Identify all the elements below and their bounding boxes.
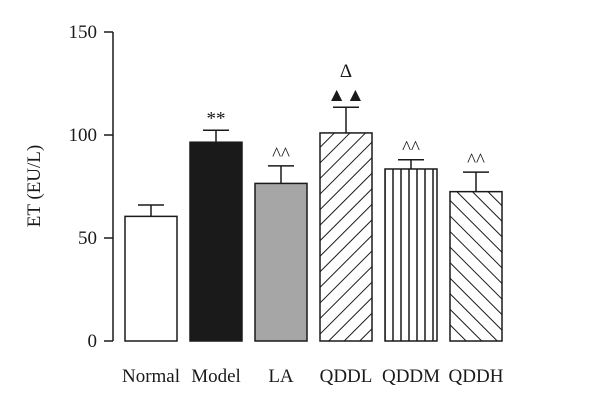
bar-qddh: [449, 190, 503, 342]
x-category-label-qddl: QDDL: [320, 366, 373, 387]
significance-mark-qddm: ^^: [402, 138, 420, 159]
annotations-layer: ** ^^ ▲▲ Δ ^^ ^^: [207, 61, 485, 171]
axis-layer: 0 50 100 150 Normal Model LA QDDL QDDM QDDH: [69, 22, 504, 387]
y-axis-title: ET (EU/L): [24, 145, 45, 228]
significance-mark-la: ^^: [272, 144, 290, 165]
significance-mark-qddl: ▲▲: [327, 85, 365, 106]
bar-model: [189, 141, 243, 342]
significance-mark-model: **: [207, 108, 226, 129]
x-category-label-qddm: QDDM: [382, 366, 440, 387]
x-category-label-normal: Normal: [122, 366, 180, 387]
bar-qddl: [319, 132, 373, 342]
x-category-label-la: LA: [268, 366, 294, 387]
bar-normal: [124, 215, 178, 342]
x-category-label-model: Model: [191, 366, 241, 387]
y-tick-label: 50: [78, 228, 97, 249]
y-tick-label: 150: [69, 22, 98, 43]
bar-la: [254, 182, 308, 342]
bar-qddm: [384, 168, 438, 342]
significance-mark-qddh: ^^: [467, 150, 485, 171]
y-tick-label: 0: [88, 331, 98, 352]
bars-layer: [124, 106, 503, 342]
y-tick-label: 100: [69, 125, 98, 146]
significance-mark-qddl: Δ: [340, 61, 352, 82]
x-category-label-qddh: QDDH: [449, 366, 504, 387]
